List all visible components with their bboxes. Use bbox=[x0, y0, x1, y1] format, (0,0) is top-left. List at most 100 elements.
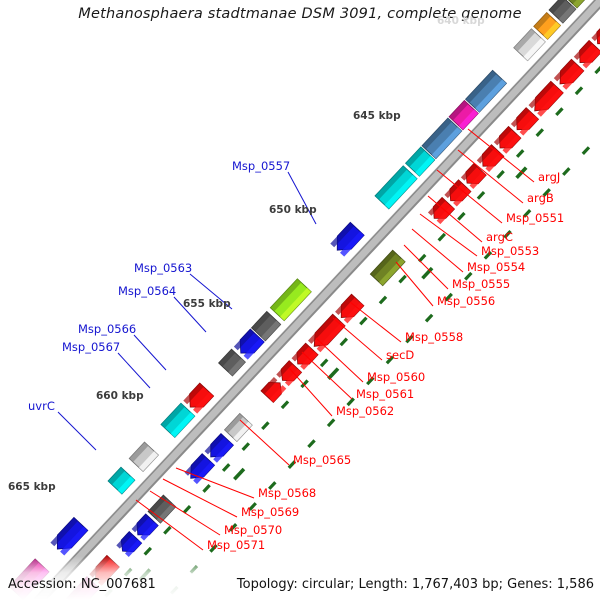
gene-label[interactable]: Msp_0558 bbox=[405, 330, 464, 344]
leader-line bbox=[411, 228, 464, 273]
minor-tick-mark bbox=[228, 523, 238, 532]
gene-highlight bbox=[384, 174, 418, 209]
gene-feature[interactable] bbox=[335, 293, 365, 324]
gene-feature[interactable] bbox=[513, 28, 546, 62]
gene-feature[interactable] bbox=[374, 165, 418, 210]
gene-label[interactable]: argC bbox=[486, 230, 513, 244]
gene-feature[interactable] bbox=[128, 441, 159, 472]
scale-tick-label: 645 kbp bbox=[353, 110, 401, 122]
leader-line bbox=[436, 169, 503, 224]
gene-label[interactable]: Msp_0569 bbox=[241, 505, 300, 519]
gene-feature[interactable] bbox=[50, 516, 89, 556]
gene-label[interactable]: Msp_0561 bbox=[356, 387, 415, 401]
gene-label[interactable]: Msp_0568 bbox=[258, 486, 317, 500]
minor-tick-mark bbox=[378, 295, 388, 305]
leader-line bbox=[467, 128, 535, 183]
gene-label[interactable]: Msp_0553 bbox=[481, 244, 540, 258]
gene-label[interactable]: Msp_0567 bbox=[62, 340, 121, 354]
minor-tick-mark bbox=[221, 463, 231, 472]
gene-label[interactable]: uvrC bbox=[28, 399, 55, 413]
gene-highlight bbox=[458, 109, 479, 130]
gene-shadow bbox=[116, 531, 133, 549]
gene-highlight bbox=[140, 522, 159, 541]
gene-highlight bbox=[582, 48, 600, 69]
gene-label[interactable]: Msp_0564 bbox=[118, 284, 177, 298]
minor-tick-mark bbox=[562, 167, 571, 176]
gene-label[interactable]: Msp_0566 bbox=[78, 322, 137, 336]
gene-feature[interactable] bbox=[421, 117, 463, 160]
gene-feature[interactable] bbox=[183, 382, 215, 414]
gene-feature[interactable] bbox=[260, 377, 287, 404]
gene-feature[interactable] bbox=[147, 494, 177, 524]
gene-label[interactable]: Msp_0557 bbox=[232, 159, 291, 173]
gene-feature[interactable] bbox=[573, 39, 600, 69]
gene-label[interactable]: Msp_0562 bbox=[336, 404, 395, 418]
gene-feature[interactable] bbox=[464, 69, 508, 113]
gene-highlight bbox=[193, 392, 214, 414]
minor-tick-mark bbox=[339, 337, 349, 347]
gene-shadow bbox=[513, 28, 536, 52]
genome-backbone[interactable] bbox=[22, 0, 600, 600]
gene-label[interactable]: Msp_0563 bbox=[134, 261, 193, 275]
gene-label[interactable]: Msp_0555 bbox=[452, 277, 511, 291]
gene-feature[interactable] bbox=[184, 453, 216, 485]
gene-label[interactable]: Msp_0571 bbox=[207, 538, 266, 552]
gene-highlight bbox=[475, 79, 507, 113]
gene-label[interactable]: Msp_0560 bbox=[367, 370, 426, 384]
gene-feature[interactable] bbox=[291, 342, 319, 370]
gene-shadow bbox=[493, 126, 512, 146]
gene-feature[interactable] bbox=[444, 179, 472, 207]
gene-feature[interactable] bbox=[160, 402, 196, 439]
gene-label[interactable]: Msp_0565 bbox=[293, 453, 352, 467]
minor-tick-mark bbox=[503, 229, 512, 239]
gene-feature[interactable] bbox=[204, 432, 234, 463]
gene-highlight bbox=[138, 451, 159, 472]
gene-feature[interactable] bbox=[493, 125, 522, 154]
gene-feature[interactable] bbox=[591, 23, 600, 50]
gene-shadow bbox=[291, 343, 310, 362]
gene-highlight bbox=[243, 338, 265, 360]
gene-feature[interactable] bbox=[476, 144, 505, 173]
gene-label[interactable]: Msp_0551 bbox=[506, 211, 565, 225]
gene-shadow bbox=[528, 81, 555, 109]
gene-track-outer[interactable] bbox=[8, 0, 595, 600]
gene-shadow bbox=[183, 383, 204, 405]
gene-feature[interactable] bbox=[116, 530, 143, 557]
gene-label[interactable]: Msp_0556 bbox=[437, 294, 496, 308]
gene-feature[interactable] bbox=[107, 466, 136, 495]
gene-feature[interactable] bbox=[269, 278, 312, 322]
gene-feature[interactable] bbox=[510, 107, 540, 136]
gene-feature[interactable] bbox=[131, 513, 159, 541]
gene-feature[interactable] bbox=[533, 11, 562, 40]
gene-feature[interactable] bbox=[563, 0, 595, 9]
gene-feature[interactable] bbox=[404, 146, 436, 177]
minor-tick-mark bbox=[307, 439, 316, 449]
gene-feature[interactable] bbox=[460, 162, 487, 189]
gene-shadow bbox=[549, 0, 566, 14]
gene-feature[interactable] bbox=[330, 221, 365, 257]
gene-feature[interactable] bbox=[250, 310, 282, 342]
gene-feature[interactable] bbox=[233, 328, 265, 360]
minor-tick-mark bbox=[359, 316, 368, 326]
gene-highlight bbox=[558, 5, 576, 24]
gene-feature[interactable] bbox=[553, 58, 585, 90]
gene-label[interactable]: argB bbox=[527, 191, 554, 205]
gene-label[interactable]: secD bbox=[386, 348, 415, 362]
status-bar-fade bbox=[0, 556, 600, 600]
gene-feature[interactable] bbox=[307, 313, 346, 353]
topology-text: Topology: circular; Length: 1,767,403 bp… bbox=[236, 577, 594, 592]
gene-feature[interactable] bbox=[528, 80, 564, 117]
minor-tick-mark bbox=[248, 502, 257, 511]
minor-tick-mark bbox=[555, 107, 564, 117]
gene-feature[interactable] bbox=[548, 0, 577, 24]
gene-feature[interactable] bbox=[448, 99, 479, 131]
gene-feature[interactable] bbox=[218, 348, 246, 377]
gene-feature[interactable] bbox=[276, 360, 303, 387]
gene-label[interactable]: Msp_0554 bbox=[467, 260, 526, 274]
gene-label[interactable]: Msp_0570 bbox=[224, 523, 283, 537]
gene-highlight bbox=[523, 37, 546, 61]
gene-feature[interactable] bbox=[427, 196, 456, 225]
gene-label[interactable]: argJ bbox=[538, 170, 561, 184]
